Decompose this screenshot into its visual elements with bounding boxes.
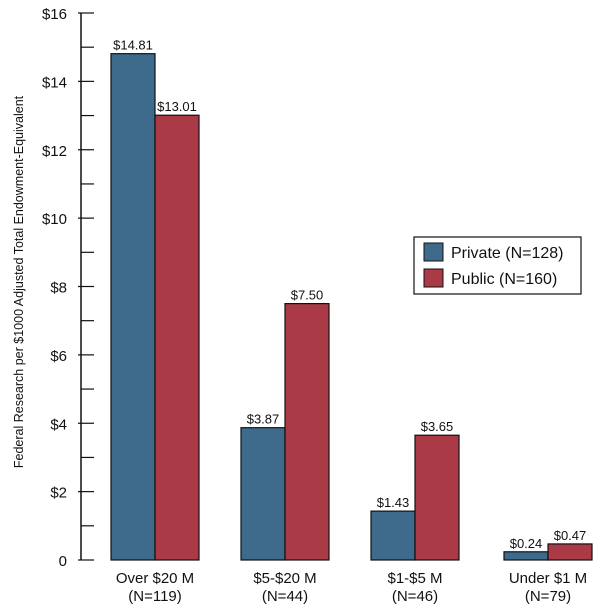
y-axis-title: Federal Research per $1000 Adjusted Tota…	[12, 95, 26, 468]
bar-private	[110, 53, 156, 561]
data-label: $14.81	[113, 38, 153, 53]
data-label: $7.50	[291, 288, 324, 303]
x-category-count: (N=79)	[525, 588, 571, 605]
legend-swatch-private	[423, 242, 444, 262]
data-label: $0.24	[510, 536, 543, 551]
data-label: $3.65	[421, 419, 454, 434]
bar-public	[284, 302, 330, 561]
x-category-label: $5-$20 M	[253, 570, 316, 587]
y-tick-label: 0	[59, 553, 67, 570]
legend: Private (N=128) Public (N=160)	[413, 236, 582, 295]
legend-label-public: Public (N=160)	[451, 271, 557, 288]
x-category-count: (N=44)	[262, 588, 308, 605]
data-labels: $14.81 $13.01 $3.87 $7.50 $1.43 $3.65 $0.24 $0.…	[113, 38, 586, 551]
x-axis-labels: Over $20 M(N=119)$5-$20 M(N=44)$1-$5 M(N…	[116, 570, 587, 605]
legend-swatch-public	[423, 268, 444, 288]
legend-label-private: Private (N=128)	[451, 245, 564, 262]
bar-public	[414, 434, 460, 561]
y-tick-label: $14	[42, 74, 67, 91]
x-category-label: Under $1 M	[509, 570, 587, 587]
bar-private	[503, 551, 549, 561]
bar-private	[370, 510, 416, 561]
bars	[110, 53, 593, 561]
y-tick-label: $6	[50, 348, 67, 365]
x-category-count: (N=119)	[128, 588, 182, 605]
bar-private	[240, 427, 286, 561]
y-axis: 0 $2 $4 $6 $8 $10 $12 $14 $16	[42, 6, 94, 570]
y-tick-label: $12	[42, 143, 67, 160]
data-label: $1.43	[377, 495, 410, 510]
x-category-count: (N=46)	[392, 588, 438, 605]
y-tick-label: $16	[42, 6, 67, 23]
data-label: $0.47	[554, 528, 587, 543]
bar-public	[154, 114, 200, 561]
y-tick-label: $2	[50, 485, 67, 502]
y-tick-label: $10	[42, 211, 67, 228]
data-label: $13.01	[157, 99, 197, 114]
y-tick-label: $4	[50, 416, 67, 433]
bar-public	[547, 543, 593, 561]
y-axis-title-group: Federal Research per $1000 Adjusted Tota…	[12, 95, 26, 468]
data-label: $3.87	[247, 412, 280, 427]
y-tick-label: $8	[50, 280, 67, 297]
x-category-label: $1-$5 M	[387, 570, 442, 587]
x-category-label: Over $20 M	[116, 570, 194, 587]
